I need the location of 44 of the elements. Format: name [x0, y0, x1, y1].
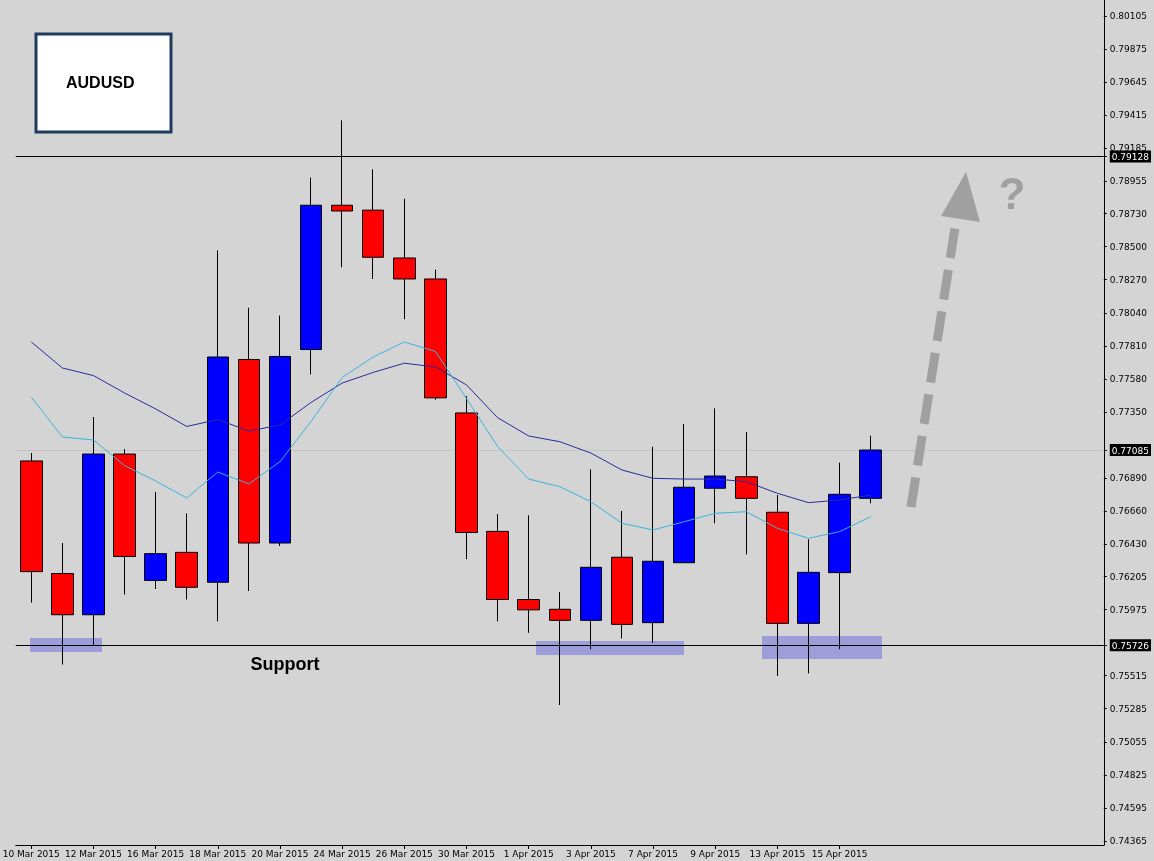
y-tick-label: 0.74825	[1109, 769, 1147, 780]
x-tick-label: 20 Mar 2015	[251, 848, 309, 859]
x-tick-label: 10 Mar 2015	[2, 848, 60, 859]
y-tick-label: 0.78730	[1109, 208, 1148, 219]
y-tick-label: 0.75055	[1109, 736, 1147, 747]
y-tick-label: 0.80105	[1109, 10, 1147, 21]
y-tick-label: 0.79875	[1109, 44, 1147, 55]
text: ?	[998, 168, 1026, 218]
y-tick-label: 0.77085	[1111, 445, 1149, 456]
x-tick-label: 15 Apr 2015	[811, 848, 868, 859]
x-tick-label: 26 Mar 2015	[375, 848, 433, 859]
y-tick-label: 0.78500	[1109, 241, 1148, 252]
y-tick-label: 0.79645	[1109, 77, 1147, 88]
x-tick-label: 16 Mar 2015	[127, 848, 185, 859]
y-tick-label: 0.79415	[1109, 110, 1147, 121]
x-tick-label: 1 Apr 2015	[503, 848, 554, 859]
y-tick-label: 0.75285	[1109, 703, 1147, 714]
ref-line-label: Support	[250, 654, 320, 675]
x-tick-label: 7 Apr 2015	[628, 848, 678, 859]
y-tick-label: 0.77350	[1109, 406, 1148, 417]
x-tick-label: 13 Apr 2015	[749, 848, 806, 859]
x-tick-label: 24 Mar 2015	[313, 848, 371, 859]
y-tick-label: 0.77580	[1109, 373, 1148, 384]
y-tick-label: 0.75726	[1111, 640, 1150, 651]
y-tick-label: 0.78040	[1109, 307, 1148, 318]
x-tick-label: 12 Mar 2015	[64, 848, 122, 859]
y-tick-label: 0.77810	[1109, 340, 1148, 351]
y-tick-label: 0.78955	[1109, 176, 1147, 187]
y-tick-label: 0.79185	[1109, 143, 1147, 154]
x-tick-label: 3 Apr 2015	[565, 848, 616, 859]
y-tick-label: 0.79128	[1111, 151, 1150, 162]
x-tick-label: 18 Mar 2015	[189, 848, 247, 859]
y-tick-label: 0.76430	[1109, 539, 1148, 550]
y-tick-label: 0.74365	[1109, 835, 1147, 846]
x-tick-label: 30 Mar 2015	[437, 848, 496, 859]
x-tick-label: 9 Apr 2015	[690, 848, 741, 859]
y-tick-label: 0.78270	[1109, 274, 1148, 285]
y-tick-label: 0.76660	[1109, 506, 1148, 517]
y-tick-label: 0.75515	[1109, 670, 1147, 681]
y-tick-label: 0.75975	[1109, 604, 1147, 615]
y-tick-label: 0.76890	[1109, 473, 1148, 484]
y-tick-label: 0.76205	[1109, 571, 1147, 582]
text: AUDUSD	[66, 73, 135, 91]
y-tick-label: 0.74595	[1109, 802, 1147, 813]
